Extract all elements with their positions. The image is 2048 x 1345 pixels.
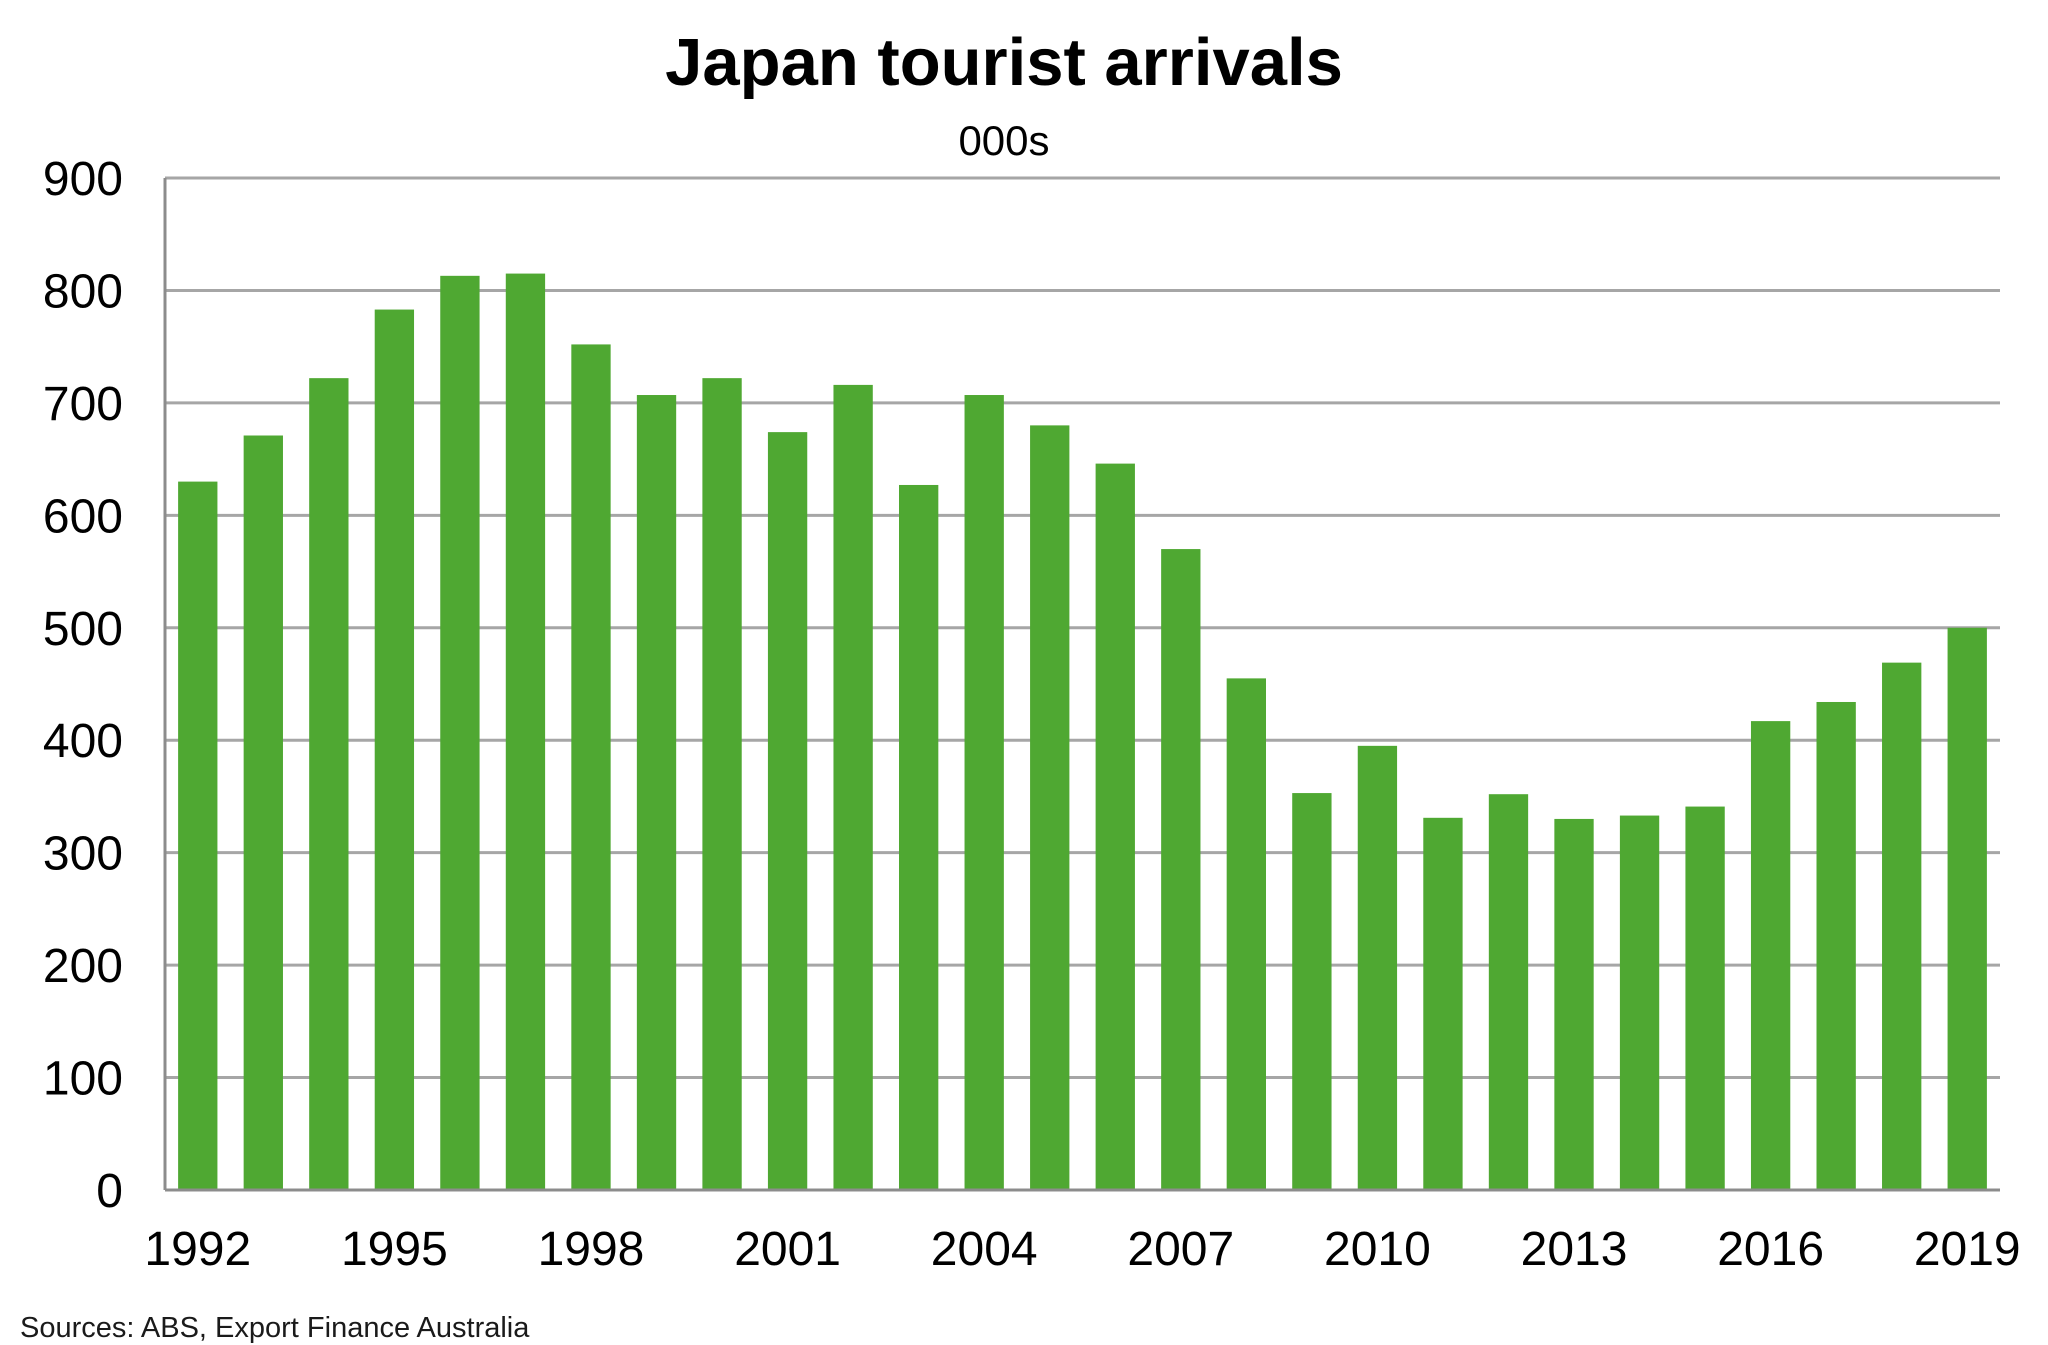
x-tick-label-2019: 2019 — [1914, 1223, 2021, 1276]
bar-1996 — [440, 275, 480, 1190]
x-tick-label-2007: 2007 — [1127, 1223, 1234, 1276]
bar-1993 — [243, 435, 283, 1190]
y-tick-label-100: 100 — [43, 1053, 123, 1106]
y-tick-label-400: 400 — [43, 715, 123, 768]
x-tick-label-1998: 1998 — [538, 1223, 645, 1276]
bar-2005 — [1030, 425, 1070, 1190]
x-tick-label-1992: 1992 — [144, 1223, 251, 1276]
chart-title: Japan tourist arrivals — [665, 25, 1343, 100]
x-tick-label-2013: 2013 — [1521, 1223, 1628, 1276]
bar-1992 — [178, 481, 218, 1191]
y-tick-label-300: 300 — [43, 828, 123, 881]
bar-2011 — [1423, 817, 1463, 1190]
x-axis-ticks: 1992 1995 1998 2001 2004 2007 2010 2013 2016 2019 — [144, 1223, 2020, 1276]
y-tick-label-500: 500 — [43, 603, 123, 656]
y-tick-label-200: 200 — [43, 940, 123, 993]
bar-2017 — [1816, 701, 1856, 1190]
bar-2002 — [833, 384, 873, 1190]
x-tick-label-2016: 2016 — [1717, 1223, 1824, 1276]
bar-1999 — [636, 395, 677, 1190]
y-tick-label-800: 800 — [43, 265, 123, 318]
source-note: Sources: ABS, Export Finance Australia — [20, 1312, 530, 1344]
bar-2008 — [1226, 678, 1266, 1190]
bar-1998 — [571, 344, 611, 1190]
bar-2019 — [1947, 627, 1987, 1190]
bar-2004 — [964, 395, 1004, 1190]
y-tick-label-700: 700 — [43, 378, 123, 431]
bar-2009 — [1292, 793, 1332, 1190]
bar-2013 — [1554, 818, 1594, 1190]
bars — [178, 273, 1987, 1191]
bar-2016 — [1750, 721, 1791, 1190]
bar-1995 — [374, 309, 415, 1190]
axes — [163, 178, 2000, 1192]
bar-2003 — [899, 484, 939, 1190]
bar-2007 — [1161, 549, 1201, 1190]
bar-1997 — [505, 273, 546, 1191]
y-tick-label-600: 600 — [43, 490, 123, 543]
bar-1994 — [309, 378, 349, 1190]
x-tick-label-1995: 1995 — [341, 1223, 448, 1276]
bar-2006 — [1095, 463, 1135, 1190]
x-tick-label-2001: 2001 — [734, 1223, 841, 1276]
bar-2001 — [767, 432, 808, 1190]
bar-2015 — [1685, 806, 1725, 1190]
y-tick-label-0: 0 — [96, 1165, 123, 1218]
bar-2010 — [1357, 745, 1398, 1190]
chart-subtitle: 000s — [958, 117, 1049, 164]
y-tick-label-900: 900 — [43, 153, 123, 206]
bar-2014 — [1619, 815, 1660, 1190]
bar-2000 — [702, 378, 742, 1190]
y-axis-ticks: 0 100 200 300 400 500 600 700 800 900 — [43, 153, 123, 1218]
bar-2018 — [1882, 662, 1922, 1190]
x-tick-label-2004: 2004 — [931, 1223, 1038, 1276]
x-tick-label-2010: 2010 — [1324, 1223, 1431, 1276]
bar-2012 — [1488, 794, 1529, 1190]
